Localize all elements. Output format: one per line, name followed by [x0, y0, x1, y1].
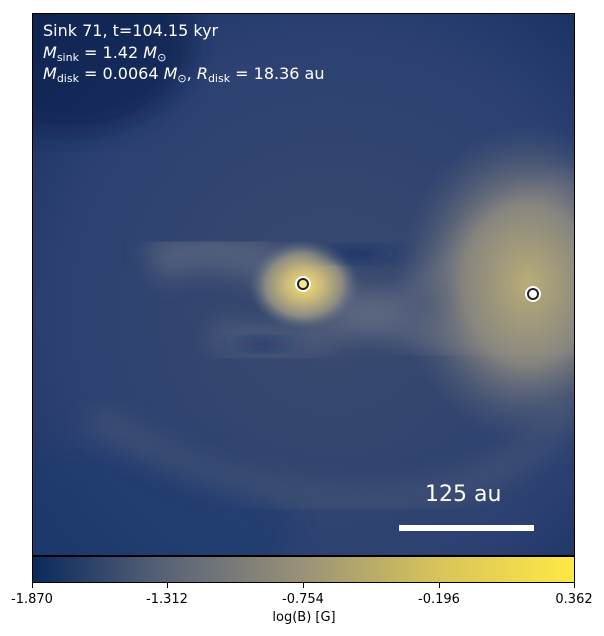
colorbar-tick-label: -0.196: [418, 592, 460, 607]
colorbar-tick-label: -1.870: [11, 592, 53, 607]
colorbar-tick: [439, 583, 440, 588]
sink-mass-line: Msink = 1.42 M⊙: [43, 43, 167, 64]
scale-bar-label: 125 au: [425, 482, 502, 507]
sink-primary-marker: [297, 278, 309, 290]
colorbar-tick-label: -1.312: [146, 592, 188, 607]
colorbar-tick: [303, 583, 304, 588]
colorbar-tick: [32, 583, 33, 588]
colorbar-tick: [574, 583, 575, 588]
colorbar-tick: [167, 583, 168, 588]
scale-bar: [399, 525, 534, 531]
disk-line: Mdisk = 0.0064 M⊙, Rdisk = 18.36 au: [43, 64, 325, 85]
sink-secondary-marker: [527, 288, 539, 300]
sink-title: Sink 71, t=104.15 kyr: [43, 21, 219, 40]
colorbar-label: log(B) [G]: [272, 610, 336, 625]
colorbar-tick-label: 0.362: [555, 592, 593, 607]
colorbar-tick-label: -0.754: [282, 592, 324, 607]
colorbar: [32, 556, 575, 583]
